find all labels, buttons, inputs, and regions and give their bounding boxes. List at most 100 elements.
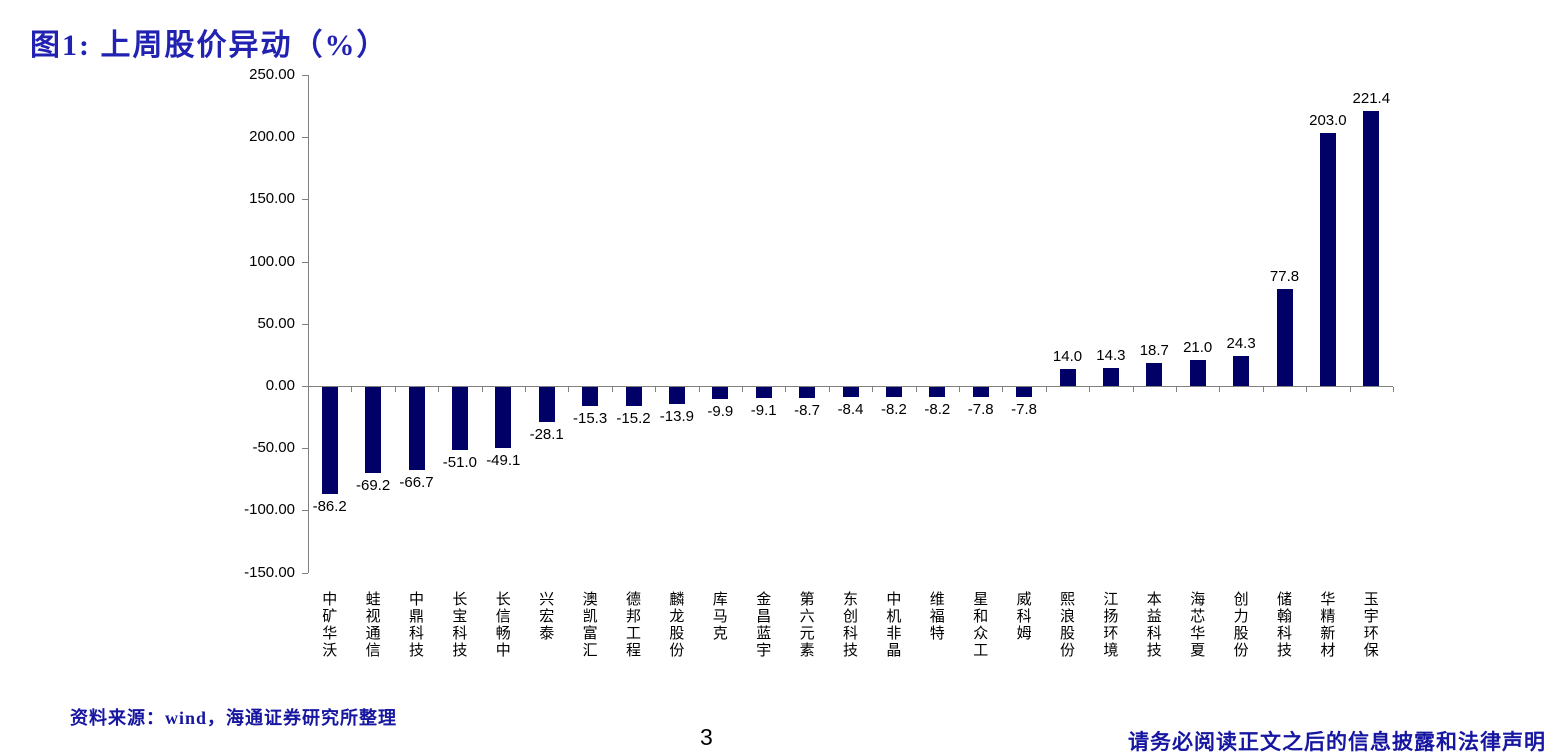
bar bbox=[842, 387, 859, 398]
x-tick bbox=[785, 387, 787, 392]
y-tick-label: 150.00 bbox=[249, 190, 295, 208]
bar bbox=[1016, 387, 1033, 397]
bar-value-label: -15.3 bbox=[572, 410, 608, 428]
bar-value-label: -8.7 bbox=[794, 401, 821, 419]
bar bbox=[1233, 355, 1250, 386]
x-category-label: 星 和 众 工 bbox=[973, 592, 989, 659]
y-tick-label: 50.00 bbox=[257, 314, 295, 332]
bar bbox=[1102, 368, 1119, 386]
y-tick bbox=[302, 386, 308, 387]
bar-value-label: -9.9 bbox=[707, 403, 734, 421]
bar-value-label: -49.1 bbox=[486, 452, 521, 470]
x-tick bbox=[1002, 387, 1004, 392]
y-tick-label: -100.00 bbox=[244, 501, 295, 519]
x-tick bbox=[1176, 387, 1177, 392]
page-number: 3 bbox=[700, 724, 713, 750]
bar bbox=[1189, 359, 1206, 386]
x-category-label: 库 马 克 bbox=[712, 592, 728, 642]
bar-value-label: -8.4 bbox=[837, 401, 864, 419]
y-tick-label: 200.00 bbox=[249, 128, 295, 146]
y-tick bbox=[302, 75, 308, 76]
x-category-label: 海 芯 华 夏 bbox=[1190, 592, 1206, 659]
bar-value-label: -86.2 bbox=[312, 498, 347, 516]
x-category-label: 熙 浪 股 份 bbox=[1059, 592, 1075, 659]
bar-value-label: -9.1 bbox=[750, 402, 777, 420]
y-tick bbox=[302, 137, 308, 139]
x-tick bbox=[655, 387, 657, 392]
x-tick bbox=[1262, 387, 1264, 392]
x-category-label: 中 矿 华 沃 bbox=[322, 592, 338, 659]
x-tick bbox=[1089, 387, 1091, 392]
y-tick bbox=[302, 261, 308, 263]
x-tick bbox=[394, 387, 396, 392]
x-tick bbox=[1349, 387, 1351, 392]
y-tick-label: 250.00 bbox=[249, 66, 295, 83]
x-category-label: 中 机 非 晶 bbox=[886, 592, 902, 659]
bar bbox=[972, 387, 989, 397]
y-tick bbox=[302, 572, 308, 574]
bar bbox=[582, 387, 599, 407]
x-tick bbox=[1219, 387, 1221, 392]
bar bbox=[495, 387, 512, 449]
x-category-label: 玉 宇 环 保 bbox=[1363, 592, 1379, 659]
y-tick bbox=[302, 323, 308, 325]
x-tick bbox=[742, 387, 743, 392]
y-tick bbox=[302, 510, 308, 512]
bar-value-label: -7.8 bbox=[1011, 400, 1038, 418]
bar-value-label: -66.7 bbox=[399, 473, 434, 491]
bar-value-label: -13.9 bbox=[659, 408, 694, 426]
x-tick bbox=[828, 387, 830, 392]
bar bbox=[1363, 110, 1380, 386]
bar-value-label: -69.2 bbox=[355, 477, 391, 495]
x-category-label: 江 扬 环 境 bbox=[1103, 592, 1119, 659]
bar bbox=[1319, 133, 1336, 386]
bar bbox=[712, 387, 729, 400]
bar bbox=[365, 387, 382, 474]
x-category-label: 威 科 姆 bbox=[1016, 592, 1032, 642]
x-category-label: 东 创 科 技 bbox=[842, 592, 858, 659]
bar bbox=[929, 387, 946, 398]
bar-value-label: 21.0 bbox=[1183, 338, 1213, 356]
bar-value-label: 18.7 bbox=[1139, 341, 1169, 359]
x-category-label: 第 六 元 素 bbox=[799, 592, 815, 659]
disclaimer: 请务必阅读正文之后的信息披露和法律声明 bbox=[1128, 730, 1546, 754]
bar bbox=[755, 387, 772, 399]
bar bbox=[625, 387, 642, 406]
x-category-label: 兴 宏 泰 bbox=[539, 592, 555, 642]
x-category-label: 长 宝 科 技 bbox=[452, 592, 468, 659]
bar-value-label: -8.2 bbox=[880, 401, 907, 419]
x-tick bbox=[872, 387, 874, 392]
figure-title: 图1: 上周股价异动（%） bbox=[30, 29, 389, 62]
x-tick bbox=[915, 387, 917, 392]
x-tick bbox=[481, 387, 483, 392]
bar bbox=[321, 387, 338, 495]
bar bbox=[885, 387, 902, 398]
x-tick bbox=[611, 387, 613, 392]
bar-value-label: 221.4 bbox=[1352, 89, 1391, 107]
x-tick bbox=[351, 387, 353, 392]
x-category-label: 维 福 特 bbox=[929, 592, 945, 642]
x-category-label: 德 邦 工 程 bbox=[625, 592, 641, 659]
x-category-label: 本 益 科 技 bbox=[1146, 592, 1162, 659]
bar bbox=[408, 387, 425, 470]
x-category-label: 麟 龙 股 份 bbox=[669, 592, 685, 659]
y-tick bbox=[302, 448, 308, 450]
x-tick bbox=[959, 387, 960, 392]
bar-value-label: -51.0 bbox=[442, 454, 477, 472]
x-tick bbox=[308, 387, 309, 392]
x-category-label: 创 力 股 份 bbox=[1233, 592, 1249, 659]
x-category-label: 澳 凯 富 汇 bbox=[582, 592, 598, 659]
bar-value-label: 24.3 bbox=[1226, 334, 1256, 352]
x-category-label: 长 信 畅 中 bbox=[495, 592, 511, 659]
x-tick bbox=[1045, 387, 1047, 392]
x-category-label: 金 昌 蓝 宇 bbox=[756, 592, 772, 659]
x-tick bbox=[438, 387, 440, 392]
bar-value-label: 203.0 bbox=[1309, 112, 1347, 130]
source-note: 资料来源：wind，海通证券研究所整理 bbox=[70, 708, 398, 728]
x-category-label: 中 鼎 科 技 bbox=[408, 592, 424, 659]
bar-value-label: -15.2 bbox=[616, 409, 651, 427]
y-tick-label: -50.00 bbox=[252, 439, 295, 457]
bar-value-label: 77.8 bbox=[1269, 268, 1300, 286]
bar bbox=[1276, 289, 1293, 386]
